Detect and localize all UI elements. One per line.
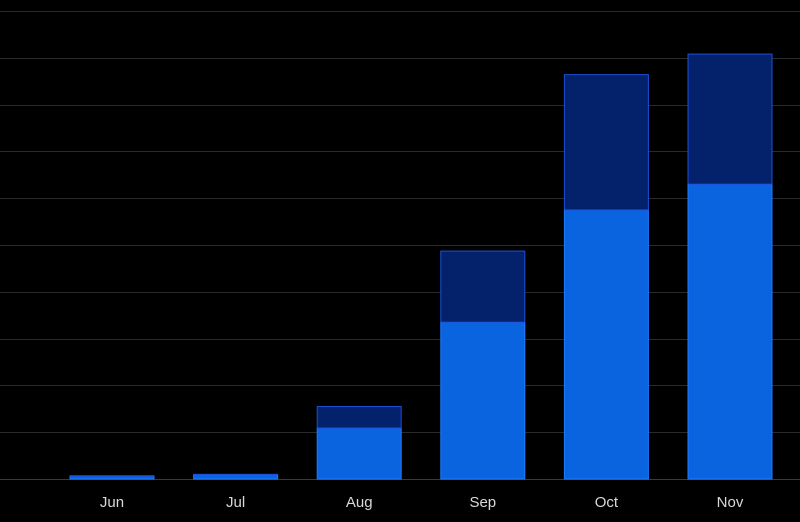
bar-segment-aug-series-1 xyxy=(316,427,402,480)
bar-segment-aug-series-2 xyxy=(316,405,402,429)
bar-segment-jul-series-1 xyxy=(193,474,279,480)
x-tick-label: Jul xyxy=(226,494,245,511)
x-tick-label: Jun xyxy=(100,494,124,511)
x-tick-label: Nov xyxy=(717,494,744,511)
bar-segment-oct-series-1 xyxy=(563,209,649,480)
x-tick-label: Aug xyxy=(346,494,373,511)
bar-segment-nov-series-1 xyxy=(687,183,773,480)
bars xyxy=(69,53,773,480)
bar-segment-sep-series-2 xyxy=(440,250,526,323)
x-tick-label: Sep xyxy=(469,494,496,511)
bar-segment-oct-series-2 xyxy=(563,74,649,211)
gridlines xyxy=(0,11,800,480)
x-tick-label: Oct xyxy=(595,494,619,511)
bar-segment-sep-series-1 xyxy=(440,321,526,480)
bar-segment-nov-series-2 xyxy=(687,53,773,185)
x-tick-labels: Jun Jul Aug Sep Oct Nov xyxy=(100,494,744,511)
